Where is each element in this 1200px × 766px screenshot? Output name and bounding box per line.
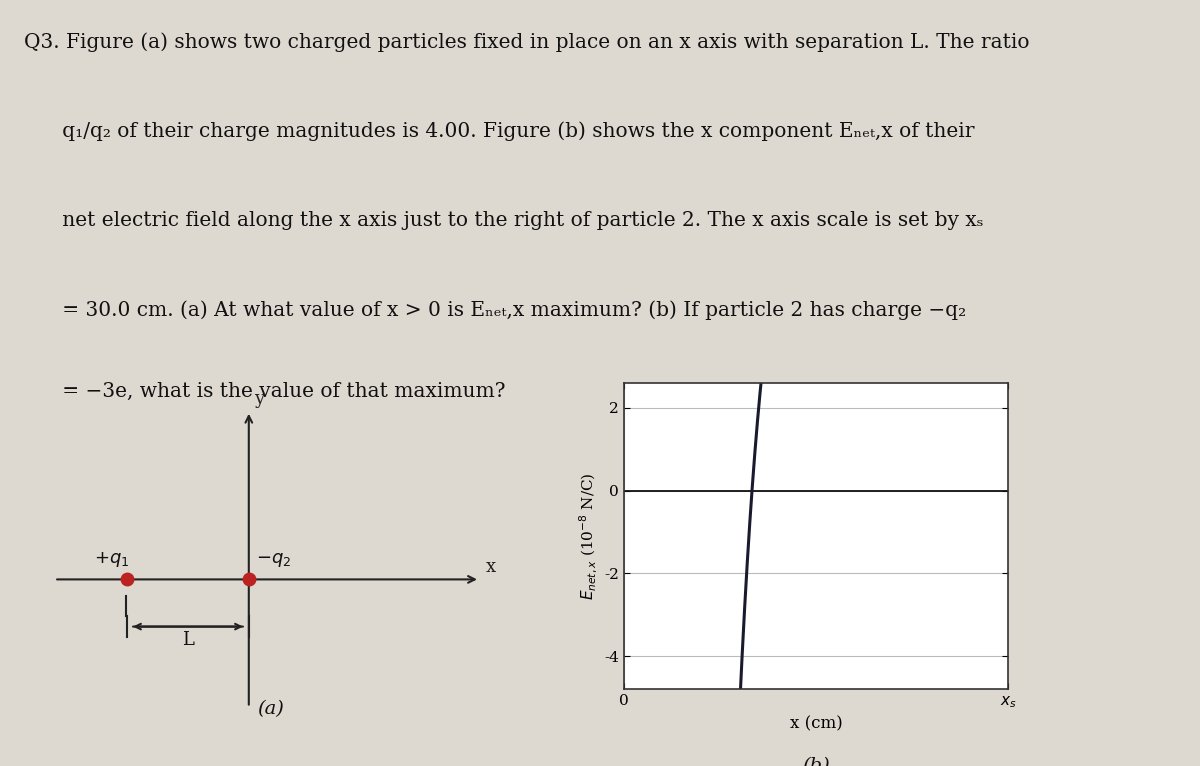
Y-axis label: $E_{net,x}$ (10$^{-8}$ N/C): $E_{net,x}$ (10$^{-8}$ N/C) [577,473,599,600]
Text: net electric field along the x axis just to the right of particle 2. The x axis : net electric field along the x axis just… [24,211,984,230]
Text: y: y [253,390,264,408]
Text: L: L [182,631,194,650]
Text: (b): (b) [802,757,830,766]
Text: = 30.0 cm. (a) At what value of x > 0 is Eₙₑₜ,x maximum? (b) If particle 2 has c: = 30.0 cm. (a) At what value of x > 0 is… [24,300,966,320]
Text: $+q_1$: $+q_1$ [94,549,130,568]
X-axis label: x (cm): x (cm) [790,715,842,732]
Text: q₁/q₂ of their charge magnitudes is 4.00. Figure (b) shows the x component Eₙₑₜ,: q₁/q₂ of their charge magnitudes is 4.00… [24,122,974,142]
Text: Q3. Figure (a) shows two charged particles fixed in place on an x axis with sepa: Q3. Figure (a) shows two charged particl… [24,32,1030,52]
Text: = −3e, what is the value of that maximum?: = −3e, what is the value of that maximum… [24,381,505,401]
Text: x: x [486,558,496,576]
Text: (a): (a) [257,699,283,718]
Text: $-q_2$: $-q_2$ [256,551,292,568]
